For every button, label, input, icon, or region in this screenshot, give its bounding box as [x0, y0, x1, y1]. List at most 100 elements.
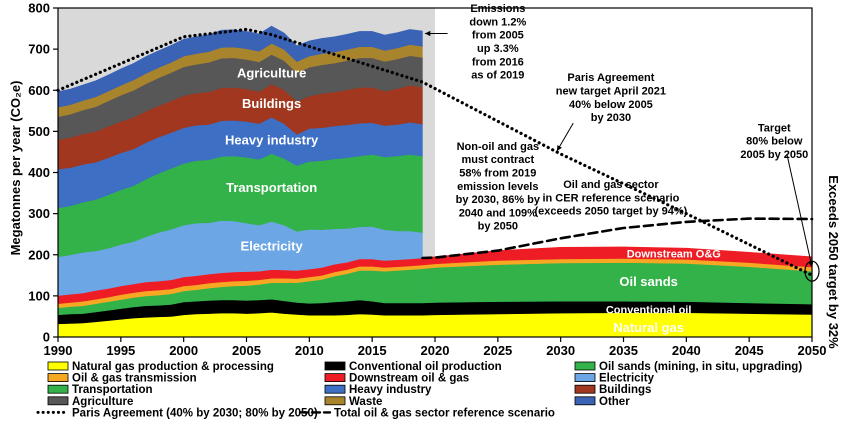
annotation-line: 2040 and 109%: [459, 207, 537, 219]
y-tick-label: 0: [43, 330, 50, 345]
annotation-5: Target 80% below 2005 by 2050: [740, 122, 808, 161]
annotation-line: 80% below: [746, 136, 803, 148]
y-tick-label: 100: [28, 288, 50, 303]
area-label-buildings: Buildings: [242, 96, 301, 111]
annotation-2: Paris Agreement new target April 2021 40% …: [556, 72, 666, 124]
legend-swatch-oil-gas-transmission: [47, 373, 69, 383]
annotation-line: by 2050: [478, 221, 518, 233]
area-label-electricity: Electricity: [241, 239, 304, 254]
annotation-1: Emissions down 1.2% from 2005 up 3.3% from 2…: [469, 3, 526, 82]
x-tick-label: 2035: [609, 343, 638, 358]
annotation-line: must contract: [461, 154, 534, 166]
y-tick-label: 700: [28, 42, 50, 57]
legend-label-oil-gas-transmission: Oil & gas transmission: [72, 373, 197, 385]
legend-swatch-downstream-oil-gas: [324, 373, 346, 383]
x-tick-label: 2025: [483, 343, 512, 358]
legend-label-waste: Waste: [349, 396, 382, 408]
legend: Natural gas production & processing Conve…: [36, 361, 802, 419]
x-tick-label: 2015: [358, 343, 387, 358]
stacked-areas: [57, 25, 813, 338]
x-tick-label: 2020: [421, 343, 450, 358]
legend-label-conventional-oil-production: Conventional oil production: [349, 361, 502, 373]
area-label-transportation: Transportation: [226, 180, 317, 195]
emissions-callout-arrow-head: [424, 30, 431, 37]
legend-swatch-electricity: [574, 373, 596, 383]
annotation-line: up 3.3%: [477, 43, 519, 55]
legend-swatch-waste: [324, 396, 346, 406]
y-tick-label: 200: [28, 247, 50, 262]
area-label-oil-sands: Oil sands: [619, 274, 678, 289]
y-tick-label: 800: [28, 1, 50, 16]
x-tick-label: 2040: [672, 343, 701, 358]
side-note: Exceeds 2050 target by 32%: [826, 175, 841, 349]
projected-area-oil-sands-mining-in-situ-upgrading: [422, 262, 813, 305]
legend-label-transportation: Transportation: [72, 384, 153, 396]
legend-label-agriculture: Agriculture: [72, 396, 133, 408]
annotation-line: Non-oil and gas: [457, 141, 540, 153]
annotation-4: Oil and gas sector in CER reference scena…: [534, 179, 687, 218]
legend-swatch-transportation: [47, 384, 69, 394]
annotation-line: 40% below 2005: [569, 99, 653, 111]
legend-label-buildings: Buildings: [599, 384, 651, 396]
legend-label-total-oil-gas-sector-reference-scenario: Total oil & gas sector reference scenari…: [334, 407, 555, 419]
annotation-line: Emissions: [470, 3, 525, 15]
x-tick-label: 2045: [735, 343, 764, 358]
legend-label-downstream-oil-gas: Downstream oil & gas: [349, 373, 469, 385]
annotation-line: 2005 by 2050: [740, 149, 808, 161]
x-tick-label: 2010: [295, 343, 324, 358]
area-label-downstream-o-g: Downstream O&G: [627, 249, 721, 261]
x-tick-label: 2030: [546, 343, 575, 358]
annotation-line: Paris Agreement: [567, 72, 654, 84]
legend-swatch-oil-sands-mining-in-situ-upgrading: [574, 361, 596, 371]
annotation-line: new target April 2021: [556, 86, 666, 98]
target-callout-arrow: [786, 153, 813, 268]
legend-swatch-agriculture: [47, 396, 69, 406]
legend-swatch-natural-gas-production-processing: [47, 361, 69, 371]
y-tick-label: 300: [28, 206, 50, 221]
x-tick-label: 2005: [232, 343, 261, 358]
legend-swatch-buildings: [574, 384, 596, 394]
legend-label-natural-gas-production-processing: Natural gas production & processing: [72, 361, 274, 373]
annotation-3: Non-oil and gas must contract 58% from 201…: [456, 141, 541, 233]
area-label-conventional-oil: Conventional oil: [606, 304, 692, 316]
y-tick-label: 600: [28, 83, 50, 98]
x-tick-label: 1990: [44, 343, 73, 358]
x-tick-label: 2050: [798, 343, 827, 358]
x-tick-label: 1995: [106, 343, 135, 358]
area-label-heavy-industry: Heavy industry: [225, 132, 319, 147]
legend-swatch-heavy-industry: [324, 384, 346, 394]
area-label-natural-gas: Natural gas: [613, 320, 684, 335]
legend-label-heavy-industry: Heavy industry: [349, 384, 432, 396]
axes: 0 100 200 300 400 500 600 700 800 1990 1995 2000 200…: [28, 1, 826, 359]
annotation-line: from 2016: [472, 56, 524, 68]
annotation-line: 58% from 2019: [459, 167, 536, 179]
legend-swatch-other: [574, 396, 596, 406]
target-callout-arrow-head: [808, 261, 814, 268]
annotation-line: in CER reference scenario: [542, 192, 679, 204]
paris-agreement-line: [56, 27, 814, 277]
historical-area-other: [57, 25, 423, 108]
annotation-line: Oil and gas sector: [563, 179, 659, 191]
annotation-line: by 2030: [591, 112, 631, 124]
y-tick-label: 500: [28, 124, 50, 139]
y-tick-label: 400: [28, 165, 50, 180]
y-axis-title: Megatonnes per year (CO₂e): [8, 81, 23, 256]
reference-scenario-line: [421, 217, 814, 260]
annotations: Emissions down 1.2% from 2005 up 3.3% from 2…: [424, 3, 814, 268]
annotation-line: emission levels: [457, 181, 538, 193]
x-tick-label: 2000: [169, 343, 198, 358]
legend-swatch-conventional-oil-production: [324, 361, 346, 371]
legend-label-other: Other: [599, 396, 630, 408]
annotation-line: by 2030, 86% by: [456, 194, 541, 206]
annotation-line: as of 2019: [471, 70, 524, 82]
area-labels: Agriculture Buildings Heavy industry Transp…: [225, 65, 721, 335]
legend-label-paris-agreement-40-by-2030-80-by-2050: Paris Agreement (40% by 2030; 80% by 205…: [72, 407, 318, 419]
annotation-line: from 2005: [472, 30, 524, 42]
legend-label-oil-sands-mining-in-situ-upgrading: Oil sands (mining, in situ, upgrading): [599, 361, 802, 373]
area-label-agriculture: Agriculture: [237, 65, 306, 80]
legend-label-electricity: Electricity: [599, 373, 655, 385]
annotation-line: down 1.2%: [469, 16, 526, 28]
annotation-line: (exceeds 2050 target by 94%): [534, 206, 687, 218]
